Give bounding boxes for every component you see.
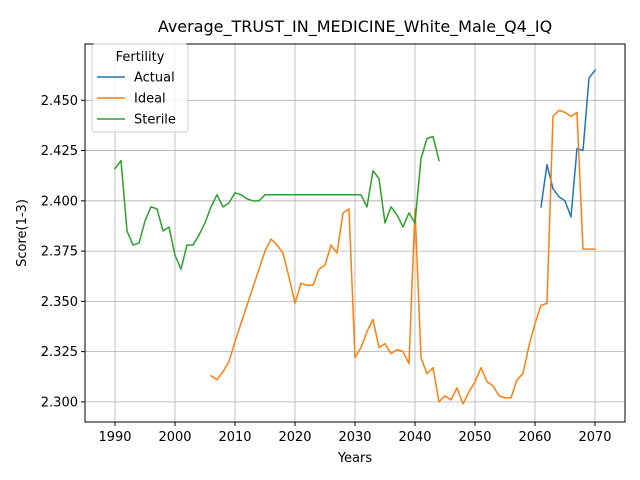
y-tick-label: 2.375 — [41, 245, 78, 260]
legend-label-ideal: Ideal — [134, 92, 166, 107]
legend-entries: Actual Ideal Sterile — [97, 71, 176, 128]
legend-label-sterile: Sterile — [134, 113, 176, 128]
y-tick-label: 2.425 — [41, 144, 78, 159]
series-lines — [113, 69, 597, 405]
x-tick-label: 2050 — [458, 430, 491, 445]
legend: Fertility Actual Ideal Sterile — [91, 43, 189, 133]
x-tick-label: 1990 — [98, 430, 131, 445]
x-axis-label: Years — [337, 451, 373, 466]
legend-box — [91, 43, 189, 133]
x-tick-label: 2000 — [158, 430, 191, 445]
x-tick-label: 2070 — [578, 430, 611, 445]
y-tick-label: 2.350 — [41, 295, 78, 310]
series-line-sterile — [113, 135, 440, 270]
axis-ticks: 1990 2000 2010 2020 2030 2040 2050 2060 2070 2.30… — [41, 94, 612, 445]
x-tick-label: 2060 — [518, 430, 551, 445]
y-tick-label: 2.400 — [41, 194, 78, 209]
series-line-actual — [540, 69, 597, 218]
chart-title: Average_TRUST_IN_MEDICINE_White_Male_Q4_… — [158, 17, 552, 37]
x-tick-label: 2010 — [218, 430, 251, 445]
y-tick-label: 2.450 — [41, 94, 78, 109]
x-tick-label: 2040 — [398, 430, 431, 445]
legend-title: Fertility — [116, 50, 165, 65]
x-tick-label: 2030 — [338, 430, 371, 445]
x-tick-label: 2020 — [278, 430, 311, 445]
y-tick-label: 2.325 — [41, 345, 78, 360]
y-axis-label: Score(1-3) — [15, 199, 30, 267]
series-line-ideal — [209, 109, 596, 405]
legend-label-actual: Actual — [134, 71, 175, 86]
y-tick-label: 2.300 — [41, 395, 78, 410]
